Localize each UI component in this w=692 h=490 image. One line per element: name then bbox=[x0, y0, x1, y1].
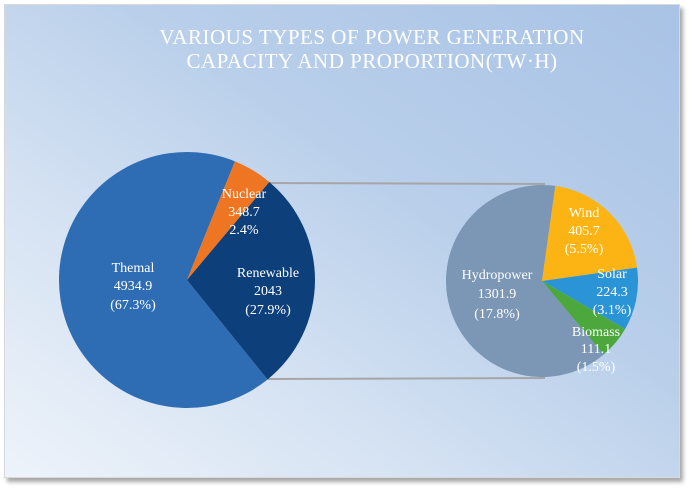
chart-title-line-2: CAPACITY AND PROPORTION(TW·H) bbox=[186, 49, 558, 73]
slice-label-hydropower: Hydropower 1301.9 (17.8%) bbox=[462, 268, 533, 322]
thermal-percent: (67.3%) bbox=[110, 298, 156, 313]
pie-slice-nuclear bbox=[187, 161, 270, 280]
pie-slice-solar bbox=[542, 267, 639, 329]
connector-line-bottom bbox=[267, 377, 546, 380]
renewable-label: Renewable bbox=[237, 266, 299, 281]
wind-percent: (5.5%) bbox=[565, 242, 604, 257]
wind-value: 405.7 bbox=[568, 224, 600, 239]
main-pie bbox=[58, 151, 315, 408]
renewable-value: 2043 bbox=[254, 284, 282, 299]
hydropower-percent: (17.8%) bbox=[474, 307, 520, 322]
wind-label: Wind bbox=[569, 206, 600, 221]
nuclear-value: 348.7 bbox=[228, 205, 260, 220]
slice-label-thermal: Themal 4934.9 (67.3%) bbox=[110, 261, 156, 313]
nuclear-label: Nuclear bbox=[222, 187, 267, 202]
nuclear-percent: 2.4% bbox=[229, 223, 259, 238]
solar-percent: (3.1%) bbox=[593, 303, 632, 318]
chart-title-line-1: VARIOUS TYPES OF POWER GENERATION bbox=[159, 25, 585, 49]
thermal-label: Themal bbox=[112, 261, 155, 276]
solar-value: 224.3 bbox=[596, 285, 628, 300]
thermal-value: 4934.9 bbox=[114, 279, 153, 294]
chart-title: VARIOUS TYPES OF POWER GENERATION CAPACI… bbox=[5, 25, 679, 73]
connector-line-top bbox=[267, 182, 546, 185]
pie-slice-renewable bbox=[187, 181, 315, 380]
pie-slice-biomass bbox=[542, 281, 626, 355]
pie-slice-hydropower bbox=[446, 184, 604, 377]
hydropower-value: 1301.9 bbox=[478, 287, 517, 302]
slice-label-biomass: Biomass 111.1 (1.5%) bbox=[572, 325, 620, 375]
solar-label: Solar bbox=[597, 267, 627, 282]
biomass-value: 111.1 bbox=[581, 342, 611, 357]
pie-slice-themal bbox=[58, 151, 268, 408]
hydropower-label: Hydropower bbox=[462, 268, 533, 283]
slice-label-solar: Solar 224.3 (3.1%) bbox=[593, 267, 632, 318]
slice-label-renewable: Renewable 2043 (27.9%) bbox=[237, 266, 299, 318]
biomass-percent: (1.5%) bbox=[577, 360, 616, 375]
slice-label-wind: Wind 405.7 (5.5%) bbox=[565, 206, 604, 257]
biomass-label: Biomass bbox=[572, 325, 620, 340]
renewable-percent: (27.9%) bbox=[245, 303, 291, 318]
renewable-pie bbox=[446, 184, 639, 377]
pie-slice-wind bbox=[542, 185, 638, 281]
slice-label-nuclear: Nuclear 348.7 2.4% bbox=[222, 187, 267, 238]
